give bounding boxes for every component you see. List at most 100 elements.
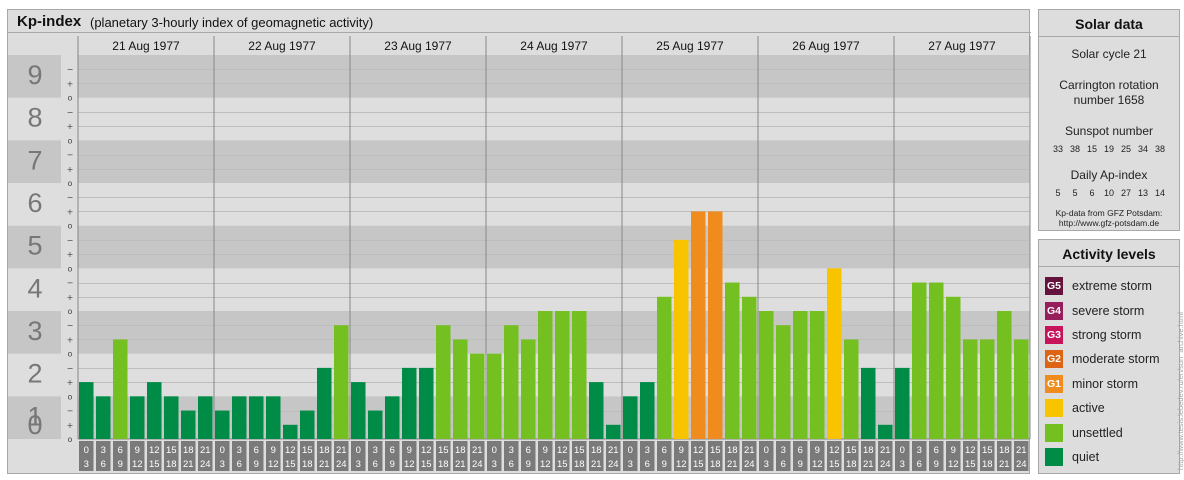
interval-label-box [334,441,349,471]
sunspot-value: 34 [1137,144,1148,154]
ap-value: 5 [1055,188,1061,198]
y-subtick-label: − [67,321,74,330]
legend-swatch [1045,399,1063,418]
interval-end-label: 21 [727,459,738,470]
kp-bar [980,339,995,439]
interval-start-label: 15 [166,445,177,456]
y-subtick-label: o [68,179,73,188]
interval-start-label: 18 [591,445,602,456]
interval-label-box [759,441,774,471]
kp-bar [215,410,230,439]
y-tick-label: 7 [27,145,42,175]
kp-bar [912,282,927,439]
y-subtick-label: + [67,207,74,216]
sunspot-label: Sunspot number [1064,124,1154,138]
band-2 [78,311,1030,354]
interval-end-label: 21 [455,459,466,470]
activity-levels-panel: Activity levels G5 extreme storm G4 severe … [1038,239,1180,474]
y-subtick-label: − [67,193,74,202]
interval-label-box [708,441,723,471]
interval-label-box [164,441,179,471]
day-label: 26 Aug 1977 [792,39,860,53]
interval-label-box [283,441,298,471]
kp-bar [725,282,740,439]
interval-label-box [470,441,485,471]
y-tick-label: 2 [27,359,42,389]
kp-chart: 0123456789o+−o+−o+−o+−o+−o+−o+−o+−o+−21 … [8,32,1031,471]
interval-label-box [980,441,995,471]
kp-bar [606,424,621,439]
interval-end-label: 12 [540,459,551,470]
interval-label-box [538,441,553,471]
interval-start-label: 21 [608,445,619,456]
interval-label-box [946,441,961,471]
interval-label-box [606,441,621,471]
y-subtick-label: − [67,236,74,245]
y-subtick-label: − [67,151,74,160]
legend-label: severe storm [1072,303,1145,318]
interval-start-label: 21 [1016,445,1027,456]
kp-bar [436,325,451,439]
legend-swatch: G3 [1045,325,1063,344]
interval-start-label: 9 [135,445,140,456]
band-8 [78,55,1030,98]
interval-end-label: 9 [526,459,531,470]
watermark: http://www.tesis.lebedev.ru/en/sun_archi… [1176,312,1184,470]
kp-bar [929,282,944,439]
legend-label: active [1072,401,1105,416]
kp-bar [691,211,706,439]
interval-end-label: 18 [846,459,857,470]
interval-label-box [232,441,247,471]
interval-start-label: 18 [727,445,738,456]
kp-bar [113,339,128,439]
interval-start-label: 9 [815,445,820,456]
interval-start-label: 6 [934,445,939,456]
interval-label-box [895,441,910,471]
interval-end-label: 3 [492,459,497,470]
interval-start-label: 9 [679,445,684,456]
interval-start-label: 6 [798,445,803,456]
interval-start-label: 18 [863,445,874,456]
interval-end-label: 12 [812,459,823,470]
interval-start-label: 0 [900,445,905,456]
day-label: 25 Aug 1977 [656,39,724,53]
kp-bar [708,211,723,439]
y-label-band [8,55,61,98]
legend-label: quiet [1072,449,1100,464]
sunspot-value: 38 [1154,144,1165,154]
interval-end-label: 21 [319,459,330,470]
kp-bar [878,424,893,439]
sunspot-value: 25 [1120,144,1131,154]
day-label: 22 Aug 1977 [248,39,316,53]
kp-bar [572,311,587,439]
interval-end-label: 15 [557,459,568,470]
y-tick-label: 0 [27,410,42,440]
credit-link[interactable]: http://www.gfz-potsdam.de [1058,218,1160,228]
day-label: 24 Aug 1977 [520,39,588,53]
interval-start-label: 12 [557,445,568,456]
interval-label-box [521,441,536,471]
interval-label-box [419,441,434,471]
interval-label-box [385,441,400,471]
interval-start-label: 3 [373,445,378,456]
ap-label: Daily Ap-index [1070,168,1148,182]
legend-item: active [1045,396,1177,420]
legend-item: unsettled [1045,420,1177,444]
interval-start-label: 6 [390,445,395,456]
interval-start-label: 12 [285,445,296,456]
interval-start-label: 0 [84,445,89,456]
interval-start-label: 12 [965,445,976,456]
kp-bar [623,396,638,439]
kp-bar [538,311,553,439]
legend-item: G5 extreme storm [1045,274,1177,298]
y-tick-label: 3 [27,316,42,346]
interval-start-label: 0 [220,445,225,456]
interval-end-label: 21 [591,459,602,470]
y-label-band [8,353,61,397]
y-label-band [8,140,61,183]
interval-label-box [878,441,893,471]
interval-end-label: 18 [982,459,993,470]
interval-end-label: 9 [662,459,667,470]
interval-start-label: 3 [237,445,242,456]
interval-start-label: 21 [200,445,211,456]
